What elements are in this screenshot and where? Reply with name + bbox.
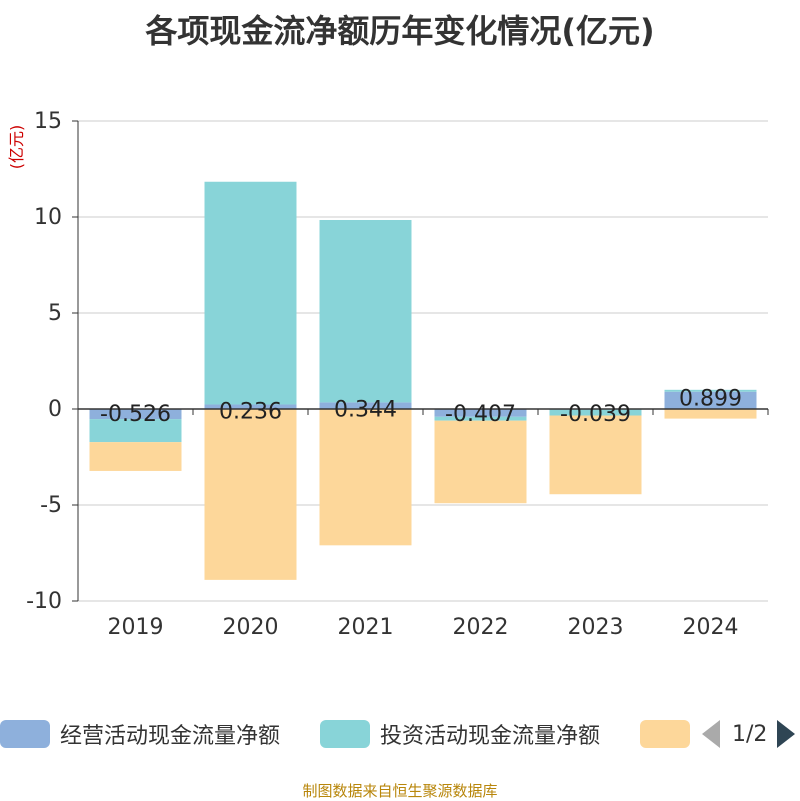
bar-investing-2019	[89, 419, 182, 443]
grid-lines	[78, 120, 768, 602]
bar-investing-2020	[204, 181, 297, 405]
axes: 15 10 5 0 -5 -10 (亿元) 2019 2020 2021 2022 2023 2024	[7, 109, 769, 640]
y-tick-label: 0	[48, 397, 62, 422]
legend-item-operating[interactable]: 经营活动现金流量净额	[0, 716, 280, 752]
x-tick-label: 2023	[568, 615, 624, 640]
bar-investing-2024	[664, 389, 757, 392]
bar-operating-2021	[319, 402, 412, 409]
data-label: 0.236	[219, 399, 282, 424]
legend-swatch-operating	[0, 720, 50, 748]
y-tick-label: 5	[48, 301, 62, 326]
legend-label-operating: 经营活动现金流量净额	[60, 724, 281, 749]
data-label: 0.344	[334, 397, 397, 422]
bar-investing-2021	[319, 219, 412, 403]
legend-next-page-icon[interactable]	[777, 720, 796, 748]
legend-swatch-financing	[640, 720, 690, 748]
x-tick-label: 2021	[338, 615, 394, 640]
bars	[89, 181, 757, 580]
bar-investing-2023	[549, 409, 642, 416]
y-tick-label: -10	[26, 589, 62, 614]
y-tick-label: -5	[40, 493, 62, 518]
legend-prev-page-icon[interactable]	[702, 720, 720, 748]
y-tick-label: 15	[34, 109, 62, 134]
bar-financing-2024	[664, 409, 757, 419]
bar-financing-2023	[549, 415, 642, 495]
bar-operating-2024	[664, 391, 757, 409]
x-tick-label: 2024	[683, 615, 739, 640]
legend-item-financing[interactable]	[640, 716, 690, 752]
legend-label-investing: 投资活动现金流量净额	[380, 724, 601, 749]
bar-investing-2022	[434, 416, 527, 421]
legend-pager: 1/2	[702, 718, 796, 750]
data-label: -0.526	[100, 402, 171, 427]
legend-swatch-investing	[320, 720, 370, 748]
data-source-footer: 制图数据来自恒生聚源数据库	[302, 782, 498, 800]
x-tick-label: 2019	[108, 615, 164, 640]
bar-operating-2022	[434, 409, 527, 417]
legend-page-indicator: 1/2	[732, 721, 768, 747]
bar-financing-2021	[319, 409, 412, 546]
y-axis-label: (亿元)	[7, 125, 26, 170]
y-tick-label: 10	[34, 205, 62, 230]
bar-financing-2022	[434, 420, 527, 504]
data-label: -0.039	[560, 402, 631, 427]
legend-item-investing[interactable]: 投资活动现金流量净额	[320, 716, 600, 752]
bar-operating-2019	[89, 409, 182, 420]
legend: 经营活动现金流量净额 投资活动现金流量净额 1/2	[0, 716, 800, 752]
bar-financing-2020	[204, 409, 297, 580]
x-tick-label: 2020	[223, 615, 279, 640]
x-tick-label: 2022	[453, 615, 509, 640]
chart-title: 各项现金流净额历年变化情况(亿元)	[145, 12, 655, 50]
data-label: -0.407	[445, 402, 516, 427]
data-label: 0.899	[679, 387, 742, 412]
bar-operating-2020	[204, 404, 297, 409]
data-labels: -0.526 0.236 0.344 -0.407 -0.039 0.899	[100, 387, 742, 427]
bar-financing-2019	[89, 442, 182, 471]
